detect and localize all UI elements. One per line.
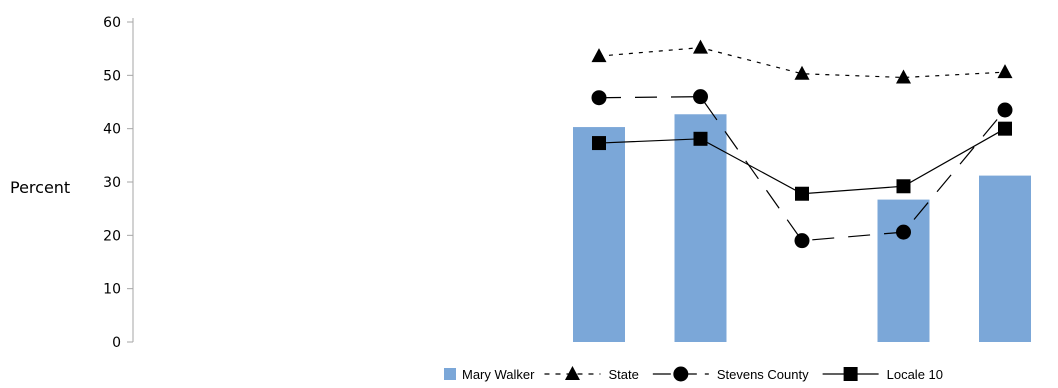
data-point-circle [896,224,911,240]
data-point-square [896,179,911,194]
data-point-circle [591,90,607,106]
data-point-triangle [591,48,607,63]
y-axis: 0 10 20 30 40 50 60 [103,15,134,351]
data-point-square [795,186,809,201]
legend-swatch [444,368,456,380]
y-tick-label: 50 [103,68,121,84]
legend-label: Stevens County [717,367,809,382]
data-point-triangle [896,69,911,84]
legend: Mary Walker State Stevens County Locale 10 [444,366,943,382]
y-tick-label: 20 [103,228,121,244]
bar [979,175,1031,342]
y-tick-label: 30 [103,175,121,191]
data-point-circle [997,102,1013,118]
legend-marker [843,367,858,381]
y-tick-label: 60 [103,15,121,31]
bar [877,199,930,342]
data-point-square [592,136,606,151]
bars-layer [573,114,1031,343]
y-tick-label: 40 [103,122,121,138]
y-tick-label: 0 [112,335,121,351]
y-axis-title: Percent [10,178,70,197]
y-tick-label: 10 [103,282,121,298]
series-line [598,46,1006,79]
data-point-triangle [693,39,708,54]
legend-marker [564,366,580,380]
data-point-square [693,131,708,146]
data-point-triangle [997,64,1013,79]
legend-label: Locale 10 [887,367,943,382]
data-point-triangle [794,65,810,80]
legend-label: Mary Walker [462,367,535,382]
data-point-circle [693,89,708,105]
data-point-circle [794,233,810,249]
bar [573,127,625,342]
legend-label: State [608,367,638,382]
legend-marker [673,366,689,382]
data-point-square [998,121,1012,136]
series-line [598,96,1006,242]
bar [674,114,727,343]
lines-layer [591,39,1013,249]
